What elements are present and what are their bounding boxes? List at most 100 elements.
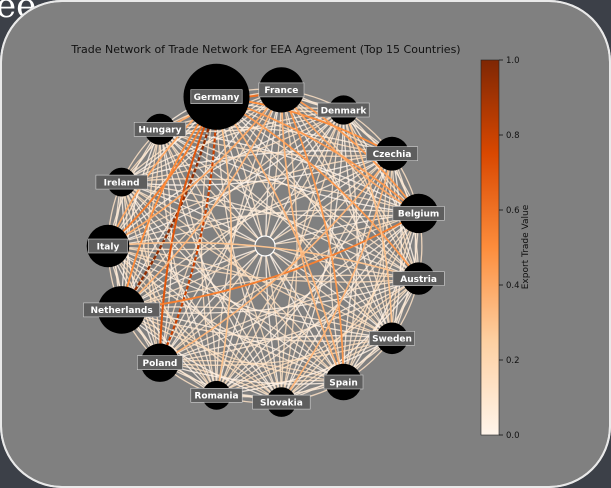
chart-title: Trade Network of Trade Network for EEA A… (70, 43, 460, 56)
node-label-slovakia: Slovakia (260, 398, 303, 408)
network-edge-hungary-czechia (159, 128, 393, 157)
node-label-box-romania (190, 387, 243, 403)
node-label-box-poland (137, 355, 183, 371)
node-label-germany: Germany (194, 93, 240, 103)
network-edge-ireland-slovakia (121, 181, 282, 403)
network-edge-denmark-slovakia (280, 109, 345, 403)
network-edge-france-poland (159, 89, 282, 363)
node-label-france: France (264, 86, 298, 96)
network-edge-sweden-italy (107, 245, 393, 339)
network-edge-belgium-ireland (121, 178, 419, 215)
network-edge-france-italy (107, 89, 282, 247)
node-label-sweden: Sweden (372, 335, 412, 345)
network-edge-netherlands-austria (121, 277, 419, 314)
network-edge-italy-slovakia (107, 245, 282, 403)
network-edge-czechia-italy (107, 153, 393, 247)
network-edge-slovakia-austria (281, 278, 420, 403)
network-edge-denmark-ireland (121, 109, 344, 183)
network-edge-ireland-spain (121, 181, 344, 383)
node-label-box-hungary (133, 122, 186, 137)
colorbar-tick-label: 0.2 (506, 356, 520, 366)
network-edge-netherlands-denmark (121, 109, 345, 311)
node-label-box-netherlands (83, 302, 160, 318)
network-edge-hungary-romania (159, 129, 218, 396)
network-edge-italy-austria (107, 245, 419, 283)
node-label-ireland: Ireland (104, 178, 140, 188)
strong-edge-poland-czechia (159, 153, 393, 364)
network-edge-sweden-france (280, 89, 393, 339)
strong-edge-spain-france (280, 89, 345, 383)
network-edge-spain-belgium (342, 213, 420, 383)
network-edge-poland-belgium (159, 212, 420, 364)
node-label-poland: Poland (143, 359, 178, 369)
network-edge-germany-slovakia (215, 96, 282, 403)
node-label-italy: Italy (97, 242, 120, 252)
network-edge-spain-denmark (342, 109, 358, 383)
network-edge-germany-romania (200, 96, 218, 396)
network-edge-poland-france (159, 89, 283, 364)
node-label-box-belgium (392, 206, 445, 221)
strong-edge-romania-germany (215, 96, 233, 396)
network-edge-czechia-hungary (159, 126, 393, 155)
network-edge-austria-hungary (159, 128, 420, 280)
network-edge-spain-ireland (121, 181, 345, 383)
node-label-austria: Austria (400, 275, 437, 285)
network-edge-hungary-poland (147, 129, 161, 363)
network-edge-netherlands-sweden (121, 309, 393, 342)
network-edge-italy-romania (107, 245, 217, 396)
node-label-netherlands: Netherlands (90, 306, 152, 316)
node-label-hungary: Hungary (138, 126, 181, 136)
node-label-czechia: Czechia (373, 150, 412, 160)
colorbar-tick-label: 1.0 (506, 56, 520, 66)
colorbar-tick-label: 0.0 (506, 431, 520, 441)
network-edge-romania-austria (216, 278, 420, 396)
colorbar-ticks: 0.0 0.2 0.4 0.6 0.8 1.0 (499, 56, 520, 441)
network-edge-austria-denmark (342, 109, 420, 279)
network-edge-france-netherlands (121, 89, 282, 311)
node-label-box-czechia (365, 146, 418, 161)
node-label-box-spain (323, 374, 364, 390)
node-label-romania: Romania (194, 392, 238, 402)
network-edge-slovakia-hungary (159, 128, 283, 403)
node-labels: Germany France Denmark Czechia Belgium Austri… (83, 82, 445, 410)
strong-edge-spain-germany (215, 96, 345, 383)
network-edge-hungary-austria (159, 128, 419, 280)
network-edge-denmark-italy (107, 109, 344, 247)
node-label-belgium: Belgium (398, 210, 439, 220)
node-label-box-germany (190, 89, 243, 104)
strong-edge-slovakia-czechia (280, 153, 393, 403)
colorbar-label: Export Trade Value (521, 204, 531, 289)
strong-edge-italy-france (107, 89, 283, 247)
network-edge-belgium-italy (107, 209, 419, 247)
network-edge-romania-czechia (216, 153, 393, 396)
network-edge-denmark-netherlands (121, 109, 344, 311)
network-edge-ireland-denmark (121, 109, 344, 183)
network-edge-hungary-slovakia (159, 129, 282, 403)
strong-edge-netherlands-france (121, 89, 283, 311)
strong-edge-sweden-denmark (342, 109, 393, 339)
network-edge-netherlands-spain (121, 309, 344, 383)
network-edge-slovakia-france (280, 89, 298, 403)
network-edge-italy-czechia (107, 153, 393, 247)
node-label-box-ireland (95, 174, 148, 190)
network-edge-ireland-czechia (121, 153, 393, 186)
network-edge-spain-czechia (342, 153, 393, 383)
network-edge-slovakia-belgium (280, 213, 420, 403)
network-edge-denmark-poland (159, 109, 344, 363)
node-label-box-slovakia (252, 394, 311, 410)
network-edge-sweden-germany (216, 96, 393, 339)
colorbar-tick-label: 0.6 (506, 206, 520, 216)
strong-edge-austria-italy (107, 241, 419, 280)
network-edge-czechia-romania (215, 153, 393, 396)
network-edge-sweden-czechia (391, 153, 402, 339)
network-edge-germany-sweden (215, 96, 393, 339)
node-label-box-denmark (317, 102, 370, 118)
node-label-spain: Spain (329, 378, 358, 388)
node-label-box-sweden (369, 330, 415, 346)
network-edge-italy-sweden (107, 245, 393, 339)
node-label-denmark: Denmark (321, 106, 368, 116)
network-edge-ireland-romania (120, 181, 218, 396)
network-edge-austria-france (280, 89, 420, 279)
